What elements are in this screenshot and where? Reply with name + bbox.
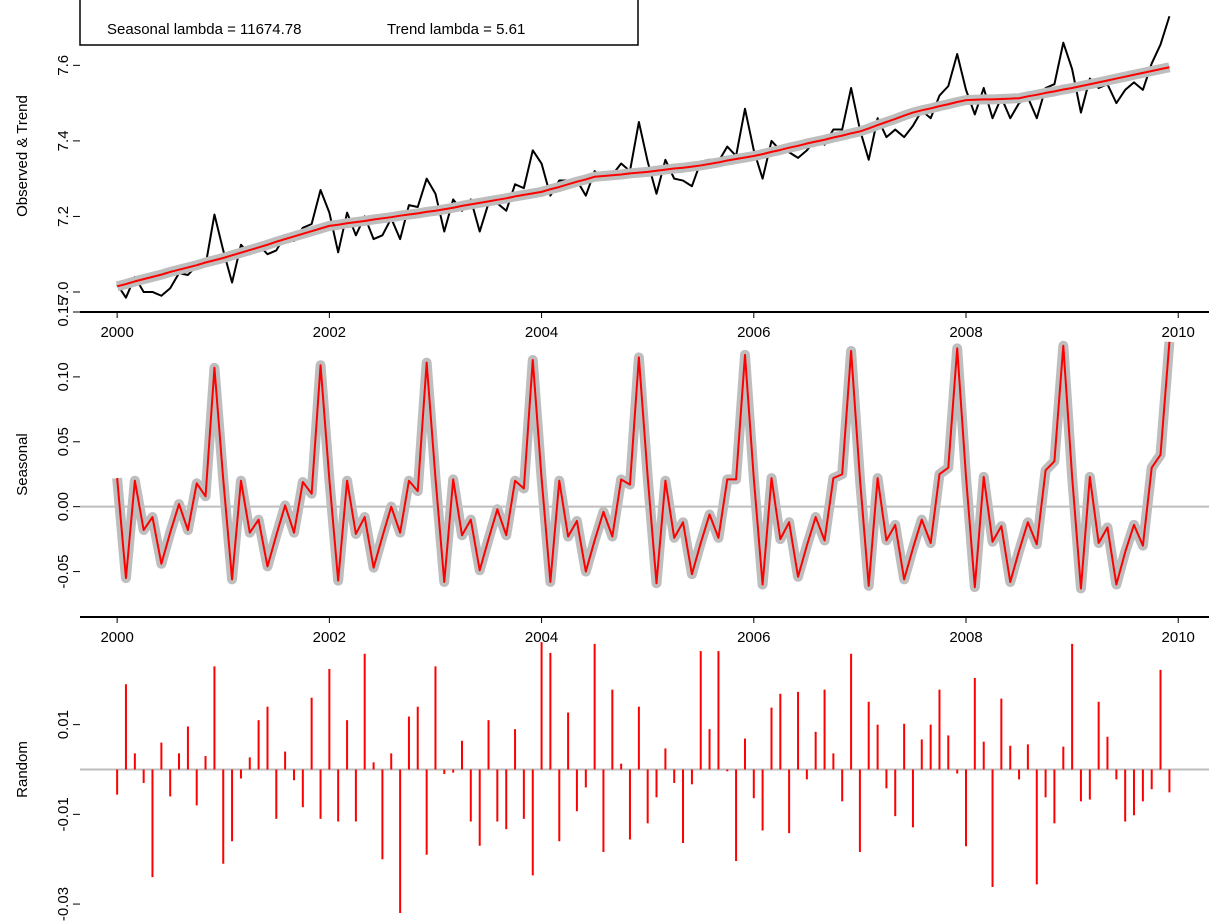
annotation: Trend lambda = 5.61 — [387, 21, 525, 38]
y-tick-label: 7.0 — [55, 282, 72, 303]
x-tick-label: 2008 — [949, 629, 982, 646]
plot-layer: Observed & Trend 7.0 7.2 7.4 7.6 2000 2002 2004… — [14, 15, 1209, 921]
y-axis-label: Seasonal — [14, 433, 31, 496]
y-axis-label: Observed & Trend — [14, 95, 31, 217]
y-tick-label: 0.05 — [55, 427, 72, 456]
confidence-band — [115, 62, 1171, 292]
y-tick-label: 0.00 — [55, 492, 72, 521]
y-tick-label: 7.4 — [55, 130, 72, 151]
series-line — [116, 15, 1171, 299]
x-tick-label: 2006 — [737, 324, 770, 341]
confidence-band — [112, 340, 1175, 594]
y-tick-label: -0.03 — [55, 887, 72, 921]
legend-box — [79, 0, 639, 46]
x-tick-label: 2010 — [1162, 324, 1195, 341]
y-axis-label: Random — [14, 741, 31, 798]
x-tick-label: 2006 — [737, 629, 770, 646]
x-tick-label: 2000 — [100, 629, 133, 646]
annotation: Seasonal lambda = 11674.78 — [107, 21, 301, 38]
x-tick-label: 2010 — [1162, 629, 1195, 646]
x-tick-label: 2002 — [313, 629, 346, 646]
y-tick-label: -0.01 — [55, 797, 72, 831]
y-tick-label: 7.6 — [55, 55, 72, 76]
x-tick-label: 2004 — [525, 629, 558, 646]
panel — [80, 340, 1209, 594]
y-tick-label: 0.15 — [55, 297, 72, 326]
panel — [115, 15, 1171, 299]
y-tick-label: 7.2 — [55, 206, 72, 227]
y-tick-label: 0.10 — [55, 362, 72, 391]
x-tick-label: 2002 — [313, 324, 346, 341]
y-tick-label: 0.01 — [55, 710, 72, 739]
series-line — [116, 341, 1171, 590]
x-tick-label: 2004 — [525, 324, 558, 341]
x-tick-label: 2008 — [949, 324, 982, 341]
series-line — [116, 66, 1170, 288]
x-tick-label: 2000 — [100, 324, 133, 341]
y-tick-label: -0.05 — [55, 554, 72, 588]
panel — [80, 642, 1209, 914]
